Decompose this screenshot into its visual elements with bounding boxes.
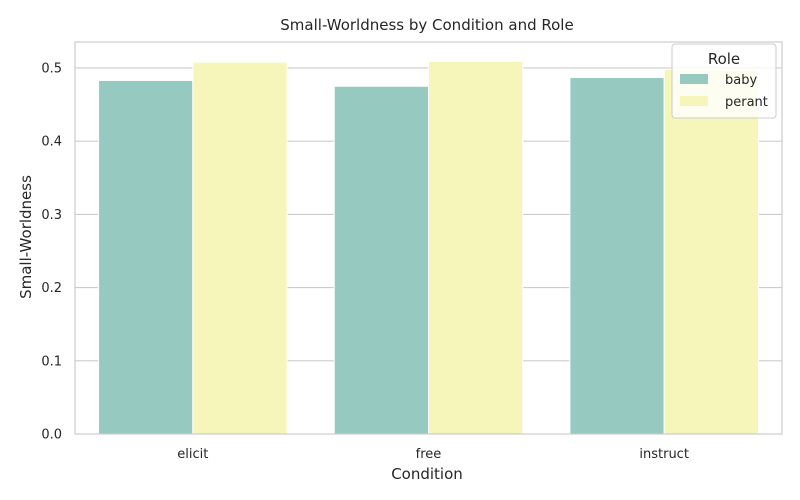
- bar-perant-instruct: [663, 68, 759, 435]
- legend-items: baby perant: [680, 73, 768, 110]
- x-tick-labels: elicit free instruct: [177, 447, 689, 462]
- y-tick-label: 0.4: [41, 135, 62, 150]
- legend-swatch-perant: [680, 96, 708, 106]
- legend-title: Role: [708, 50, 740, 68]
- plot-area: [74, 41, 783, 435]
- x-axis-title: Condition: [391, 465, 463, 483]
- y-axis-title: Small-Worldness: [17, 175, 35, 299]
- legend: Role baby perant: [671, 43, 777, 119]
- legend-label-perant: perant: [725, 95, 768, 110]
- bar-baby-elicit: [98, 79, 194, 435]
- bar-baby-free: [333, 85, 430, 435]
- y-tick-labels: 0.0 0.1 0.2 0.3 0.4 0.5: [41, 61, 62, 442]
- bars: [98, 60, 759, 435]
- x-tick-label: instruct: [639, 447, 689, 462]
- bar-perant-elicit: [192, 61, 288, 435]
- x-tick-label: elicit: [177, 447, 208, 462]
- legend-swatch-baby: [680, 74, 708, 84]
- y-tick-label: 0.3: [41, 208, 62, 223]
- x-tick-label: free: [416, 447, 442, 462]
- bar-baby-instruct: [569, 77, 665, 435]
- plot-frame: [74, 41, 783, 435]
- bar-perant-free: [428, 60, 524, 435]
- y-tick-label: 0.2: [41, 281, 62, 296]
- legend-label-baby: baby: [725, 73, 757, 88]
- y-tick-label: 0.1: [41, 354, 62, 369]
- y-tick-label: 0.0: [41, 428, 62, 443]
- chart-title: Small-Worldness by Condition and Role: [280, 16, 573, 34]
- y-tick-label: 0.5: [41, 61, 62, 76]
